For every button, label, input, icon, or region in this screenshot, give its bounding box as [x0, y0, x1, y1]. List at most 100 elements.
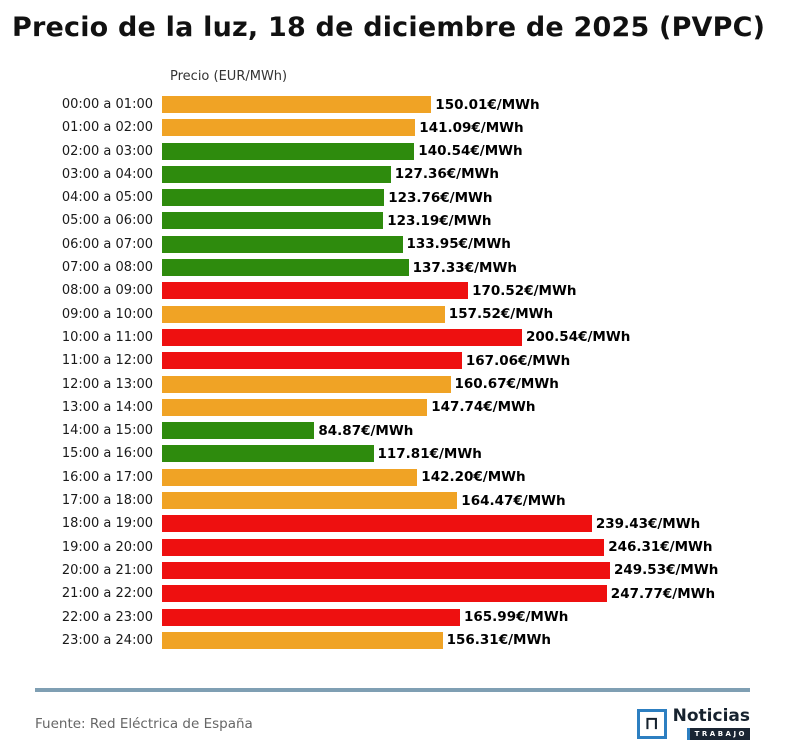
chart-row: 11:00 a 12:00 167.06€/MWh	[10, 352, 785, 370]
chart-row: 05:00 a 06:00 123.19€/MWh	[10, 212, 785, 230]
value-label: 147.74€/MWh	[431, 399, 536, 416]
bar	[162, 398, 428, 416]
chart-row: 19:00 a 20:00 246.31€/MWh	[10, 538, 785, 556]
bar	[162, 282, 469, 300]
value-label: 249.53€/MWh	[614, 562, 719, 579]
chart-row: 00:00 a 01:00 150.01€/MWh	[10, 96, 785, 113]
chart-row: 16:00 a 17:00 142.20€/MWh	[10, 468, 785, 486]
value-label: 150.01€/MWh	[435, 96, 540, 113]
footer-divider	[35, 688, 750, 692]
chart-row: 21:00 a 22:00 247.77€/MWh	[10, 585, 785, 603]
value-label: 123.76€/MWh	[388, 189, 493, 206]
bar	[162, 189, 385, 207]
category-label: 03:00 a 04:00	[61, 166, 153, 182]
category-label: 18:00 a 19:00	[61, 516, 153, 532]
bar	[162, 375, 451, 393]
chart-row: 20:00 a 21:00 249.53€/MWh	[10, 561, 785, 579]
value-label: 160.67€/MWh	[454, 376, 559, 393]
chart-row: 09:00 a 10:00 157.52€/MWh	[10, 305, 785, 323]
noticias-trabajo-logo: ⊓ Noticias TRABAJO	[636, 706, 750, 740]
footer: Fuente: Red Eléctrica de España ⊓ Notici…	[35, 700, 750, 748]
chart-title: Precio de la luz, 18 de diciembre de 202…	[12, 12, 766, 43]
chart-row: 18:00 a 19:00 239.43€/MWh	[10, 515, 785, 533]
axis-label: Precio (EUR/MWh)	[170, 69, 288, 84]
bar	[162, 142, 415, 160]
logo-sub: TRABAJO	[686, 727, 750, 740]
value-label: 164.47€/MWh	[461, 492, 566, 509]
category-label: 05:00 a 06:00	[61, 213, 153, 229]
category-label: 00:00 a 01:00	[61, 97, 153, 112]
value-label: 123.19€/MWh	[387, 212, 492, 229]
value-label: 84.87€/MWh	[318, 422, 414, 439]
category-label: 10:00 a 11:00	[61, 329, 153, 345]
bar	[162, 468, 418, 486]
bar	[162, 259, 409, 277]
value-label: 127.36€/MWh	[394, 166, 500, 183]
value-label: 137.33€/MWh	[412, 259, 517, 276]
logo-name: Noticias	[672, 706, 750, 727]
bar	[162, 445, 374, 463]
bar	[162, 538, 605, 556]
category-label: 12:00 a 13:00	[61, 376, 153, 392]
chart-row: 10:00 a 11:00 200.54€/MWh	[10, 328, 785, 346]
bar	[162, 515, 592, 533]
chart-row: 07:00 a 08:00 137.33€/MWh	[10, 259, 785, 277]
chart-row: 02:00 a 03:00 140.54€/MWh	[10, 142, 785, 160]
chart-row: 12:00 a 13:00 160.67€/MWh	[10, 375, 785, 393]
value-label: 140.54€/MWh	[418, 143, 523, 160]
bar	[162, 561, 610, 579]
category-label: 01:00 a 02:00	[61, 120, 153, 136]
bar	[162, 212, 384, 230]
chart-row: 06:00 a 07:00 133.95€/MWh	[10, 235, 785, 253]
category-label: 15:00 a 16:00	[61, 446, 153, 462]
bar	[162, 235, 403, 253]
category-label: 20:00 a 21:00	[61, 562, 153, 578]
value-label: 167.06€/MWh	[465, 352, 571, 369]
value-label: 165.99€/MWh	[464, 609, 569, 626]
category-label: 11:00 a 12:00	[61, 353, 153, 369]
value-label: 170.52€/MWh	[472, 282, 577, 299]
category-label: 07:00 a 08:00	[61, 260, 153, 276]
bar	[162, 352, 462, 370]
source-text: Fuente: Red Eléctrica de España	[35, 716, 253, 732]
chart-row: 03:00 a 04:00 127.36€/MWh	[10, 165, 785, 183]
chart-row: 14:00 a 15:00 84.87€/MWh	[10, 422, 785, 440]
value-label: 239.43€/MWh	[595, 515, 701, 532]
category-label: 23:00 a 24:00	[61, 632, 153, 648]
chart-row: 17:00 a 18:00 164.47€/MWh	[10, 492, 785, 510]
bar	[162, 96, 432, 113]
bar	[162, 165, 391, 183]
value-label: 200.54€/MWh	[526, 329, 631, 346]
bar	[162, 492, 458, 510]
category-label: 17:00 a 18:00	[61, 493, 153, 509]
bar	[162, 119, 416, 137]
chart-row: 22:00 a 23:00 165.99€/MWh	[10, 608, 785, 626]
value-label: 157.52€/MWh	[448, 306, 554, 323]
chart-row: 08:00 a 09:00 170.52€/MWh	[10, 282, 785, 300]
chart-row: 01:00 a 02:00 141.09€/MWh	[10, 119, 785, 137]
category-label: 08:00 a 09:00	[61, 283, 153, 299]
bar	[162, 585, 607, 603]
bar	[162, 631, 443, 649]
chart-row: 13:00 a 14:00 147.74€/MWh	[10, 398, 785, 416]
value-label: 117.81€/MWh	[377, 445, 482, 462]
category-label: 22:00 a 23:00	[61, 609, 153, 625]
value-label: 141.09€/MWh	[419, 119, 524, 136]
chart-row: 23:00 a 24:00 156.31€/MWh	[10, 631, 785, 649]
bar	[162, 328, 522, 346]
chart-row: 15:00 a 16:00 117.81€/MWh	[10, 445, 785, 463]
category-label: 16:00 a 17:00	[61, 469, 153, 485]
category-label: 21:00 a 22:00	[61, 586, 153, 602]
value-label: 142.20€/MWh	[421, 469, 526, 486]
bar	[162, 608, 460, 626]
value-label: 247.77€/MWh	[610, 585, 716, 602]
category-label: 14:00 a 15:00	[61, 423, 153, 439]
logo-text: Noticias TRABAJO	[672, 706, 750, 740]
category-label: 13:00 a 14:00	[61, 399, 153, 415]
value-label: 246.31€/MWh	[608, 539, 713, 556]
category-label: 02:00 a 03:00	[61, 143, 153, 159]
chart-rows: 00:00 a 01:00 150.01€/MWh 01:00 a 02:00 141…	[10, 96, 785, 649]
bar	[162, 422, 315, 440]
category-label: 06:00 a 07:00	[61, 236, 153, 252]
